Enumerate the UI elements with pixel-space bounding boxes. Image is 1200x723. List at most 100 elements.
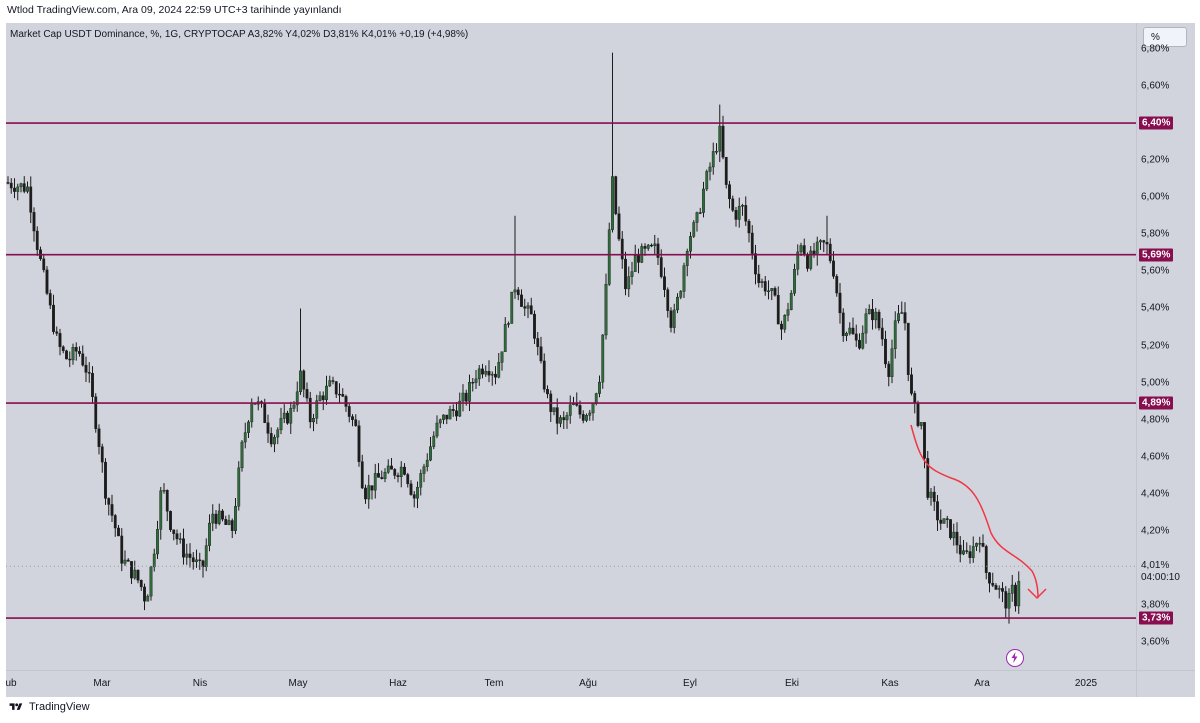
candle-down: [52, 304, 55, 332]
candle-up: [156, 529, 159, 555]
time-tick: Ağu: [579, 678, 597, 689]
projection-curve: [910, 424, 1039, 599]
candle-up: [432, 435, 436, 447]
candle-down: [126, 559, 130, 562]
candle-up: [195, 559, 198, 562]
time-tick: Eki: [785, 678, 799, 689]
candle-down: [494, 373, 497, 378]
candle-up: [783, 315, 787, 330]
candle-down: [214, 513, 218, 524]
candle-down: [409, 483, 413, 495]
candle-down: [523, 306, 527, 309]
candle-down: [562, 417, 566, 421]
candle-down: [165, 490, 169, 512]
candle-down: [822, 240, 826, 243]
time-tick: ub: [5, 678, 17, 689]
candle-down: [624, 258, 627, 290]
candle-down: [906, 322, 910, 375]
lightning-icon[interactable]: [1006, 649, 1024, 667]
candle-down: [182, 538, 185, 558]
price-tick: 3,80%: [1141, 599, 1170, 611]
percent-scale-button[interactable]: %: [1143, 27, 1187, 47]
candle-up: [591, 403, 595, 414]
candle-down: [542, 360, 546, 390]
candle-down: [175, 533, 179, 540]
level-price-tag: 3,73%: [1139, 611, 1174, 625]
time-axis[interactable]: ub Mar Nis May Haz Tem Ağu Eyl Eki Kas Ara 2025: [5, 670, 1136, 697]
candle-down: [776, 295, 780, 325]
candle-down: [533, 313, 536, 339]
axis-corner: [1136, 670, 1195, 697]
candle-down: [520, 294, 523, 307]
candle-up: [760, 281, 764, 284]
candle-down: [136, 569, 140, 581]
candle-down: [344, 396, 348, 407]
price-axis[interactable]: % 6,80% 6,60% 6,40% 6,20% 6,00% 5,80% 5,60% 5,4…: [1136, 23, 1195, 670]
candle-down: [825, 242, 829, 245]
price-tick: 5,20%: [1141, 340, 1170, 352]
candle-down: [74, 347, 78, 352]
time-tick: May: [288, 678, 308, 689]
candle-down: [614, 176, 618, 214]
candle-down: [945, 518, 949, 520]
level-price-tag: 6,40%: [1139, 116, 1174, 130]
candle-up: [705, 171, 709, 190]
candle-down: [763, 281, 767, 292]
candle-down: [455, 410, 458, 417]
candle-up: [737, 206, 741, 220]
candle-up: [786, 309, 790, 316]
candle-down: [669, 310, 673, 328]
candle-up: [383, 472, 387, 479]
candle-up: [373, 473, 377, 491]
candle-up: [718, 125, 722, 152]
candle-down: [581, 414, 585, 421]
candle-up: [500, 351, 504, 363]
candle-down: [107, 498, 111, 505]
candle-up: [204, 545, 208, 568]
candle-up: [568, 404, 572, 416]
candle-up: [185, 553, 189, 558]
candle-down: [139, 579, 143, 588]
candle-down: [802, 245, 806, 256]
candle-down: [871, 308, 874, 321]
candle-up: [240, 441, 244, 469]
candle-up: [425, 459, 429, 467]
candle-down: [97, 428, 101, 447]
candle-up: [604, 284, 608, 336]
candle-down: [269, 433, 273, 445]
candle-up: [864, 313, 868, 334]
candle-down: [780, 323, 783, 330]
candle-up: [893, 320, 897, 349]
candle-up: [689, 236, 692, 252]
time-tick: Mar: [93, 678, 111, 689]
candle-up: [799, 245, 803, 253]
candle-down: [390, 465, 393, 470]
candle-down: [6, 182, 10, 184]
candle-up: [1010, 584, 1014, 594]
candle-down: [35, 230, 39, 250]
candle-up: [861, 332, 865, 349]
chart-frame: Market Cap USDT Dominance, %, 1G, CRYPTO…: [5, 23, 1195, 697]
candle-up: [458, 400, 462, 417]
candle-down: [757, 273, 761, 284]
candle-up: [208, 522, 211, 546]
candle-up: [159, 490, 163, 530]
candle-down: [1004, 591, 1008, 609]
plot-area[interactable]: Market Cap USDT Dominance, %, 1G, CRYPTO…: [6, 23, 1136, 670]
candle-up: [997, 588, 1001, 590]
candle-up: [559, 417, 562, 424]
candle-up: [607, 229, 611, 285]
time-tick: Nis: [192, 678, 208, 689]
candle-up: [952, 531, 956, 539]
candle-down: [536, 338, 540, 347]
candle-up: [490, 373, 494, 376]
candle-down: [838, 292, 842, 314]
candle-down: [464, 392, 468, 402]
candle-up: [679, 291, 683, 298]
candle-down: [263, 402, 267, 423]
candle-down: [347, 406, 351, 417]
candle-up: [149, 566, 153, 597]
candle-down: [84, 364, 88, 373]
candle-up: [227, 520, 231, 525]
candle-up: [672, 309, 676, 328]
